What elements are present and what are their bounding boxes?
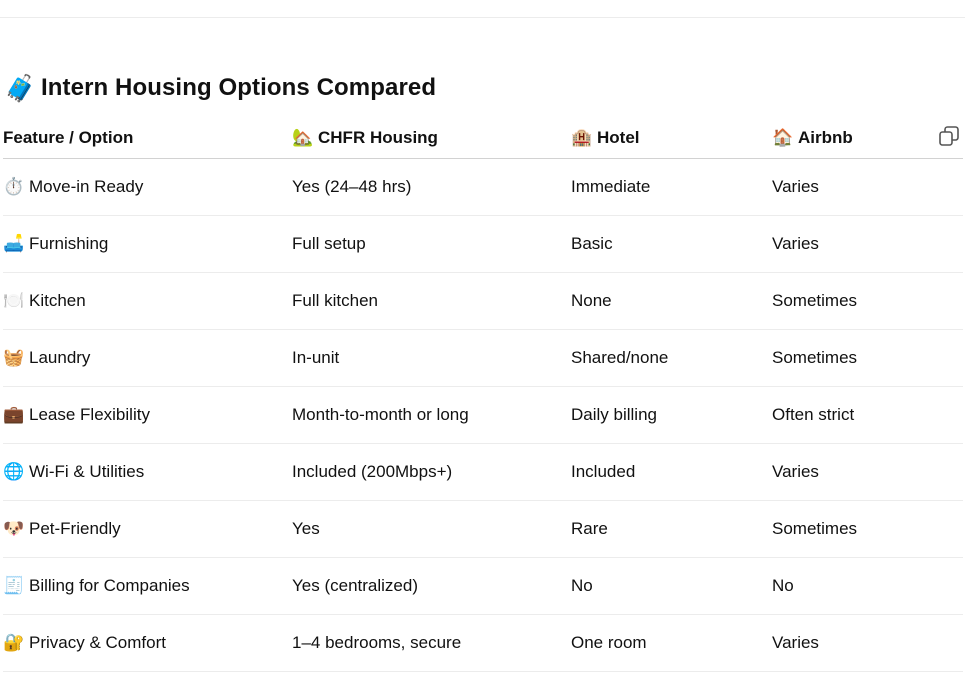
table-row: 🌐 Wi-Fi & Utilities Included (200Mbps+) … (3, 444, 963, 501)
chfr-cell: Month-to-month or long (292, 405, 469, 424)
chfr-cell: Yes (24–48 hrs) (292, 177, 412, 196)
table-row: 🧾 Billing for Companies Yes (centralized… (3, 558, 963, 615)
section-title: 🧳 Intern Housing Options Compared (4, 70, 436, 106)
feature-label: Billing for Companies (29, 576, 190, 595)
globe-icon: 🌐 (3, 462, 25, 481)
header-label: Hotel (597, 127, 640, 147)
page-title: Intern Housing Options Compared (41, 74, 437, 101)
table-row: 🍽️ Kitchen Full kitchen None Sometimes (3, 273, 963, 330)
airbnb-cell: Sometimes (772, 519, 858, 538)
feature-label: Move-in Ready (29, 177, 144, 196)
couch-icon: 🛋️ (3, 234, 25, 253)
hotel-cell: Shared/none (571, 348, 669, 367)
airbnb-cell: Often strict (772, 405, 855, 424)
airbnb-cell: Varies (772, 177, 819, 196)
feature-label: Kitchen (29, 291, 86, 310)
receipt-icon: 🧾 (3, 576, 25, 595)
feature-label: Laundry (29, 348, 91, 367)
feature-cell: 🍽️ Kitchen (3, 273, 86, 329)
chfr-cell: Included (200Mbps+) (292, 462, 453, 481)
dog-icon: 🐶 (3, 519, 25, 538)
header-airbnb: 🏠 Airbnb (772, 117, 853, 158)
hotel-cell: Basic (571, 234, 613, 253)
header-label: Airbnb (798, 127, 853, 147)
header-label: Feature / Option (3, 127, 134, 147)
table-row: 🛋️ Furnishing Full setup Basic Varies (3, 216, 963, 273)
briefcase-icon: 💼 (3, 405, 25, 424)
stopwatch-icon: ⏱️ (3, 177, 25, 196)
airbnb-cell: Varies (772, 633, 819, 652)
house-icon: 🏠 (772, 127, 794, 147)
feature-label: Pet-Friendly (29, 519, 121, 538)
hotel-cell: No (571, 576, 593, 595)
feature-cell: 🧾 Billing for Companies (3, 558, 190, 614)
chfr-cell: 1–4 bedrooms, secure (292, 633, 462, 652)
feature-cell: 🛋️ Furnishing (3, 216, 108, 272)
feature-cell: 🧺 Laundry (3, 330, 90, 386)
hotel-cell: Rare (571, 519, 608, 538)
chfr-cell: Yes (centralized) (292, 576, 418, 595)
hotel-cell: Daily billing (571, 405, 657, 424)
feature-label: Wi-Fi & Utilities (29, 462, 145, 481)
table-row: ⏱️ Move-in Ready Yes (24–48 hrs) Immedia… (3, 159, 963, 216)
table-header-row: Feature / Option 🏡 CHFR Housing 🏨 Hotel … (3, 117, 963, 159)
feature-cell: 💼 Lease Flexibility (3, 387, 150, 443)
airbnb-cell: Sometimes (772, 348, 858, 367)
hotel-cell: None (571, 291, 612, 310)
feature-label: Lease Flexibility (29, 405, 150, 424)
hotel-cell: Included (571, 462, 636, 481)
house-with-garden-icon: 🏡 (292, 127, 314, 147)
feature-label: Privacy & Comfort (29, 633, 166, 652)
feature-cell: 🌐 Wi-Fi & Utilities (3, 444, 144, 500)
feature-cell: 🐶 Pet-Friendly (3, 501, 121, 557)
table-row: 🔐 Privacy & Comfort 1–4 bedrooms, secure… (3, 615, 963, 672)
airbnb-cell: No (772, 576, 794, 595)
copy-table-button[interactable] (937, 124, 961, 148)
chfr-cell: Full kitchen (292, 291, 378, 310)
chfr-cell: In-unit (292, 348, 340, 367)
top-divider (0, 17, 965, 18)
lock-with-key-icon: 🔐 (3, 633, 25, 652)
airbnb-cell: Varies (772, 462, 819, 481)
airbnb-cell: Varies (772, 234, 819, 253)
hotel-cell: Immediate (571, 177, 651, 196)
header-feature-option: Feature / Option (3, 117, 133, 158)
copy-icon (939, 126, 959, 146)
hotel-icon: 🏨 (571, 127, 593, 147)
header-chfr-housing: 🏡 CHFR Housing (292, 117, 438, 158)
plate-cutlery-icon: 🍽️ (3, 291, 25, 310)
luggage-icon: 🧳 (4, 72, 37, 103)
chfr-cell: Full setup (292, 234, 366, 253)
header-label: CHFR Housing (318, 127, 438, 147)
feature-label: Furnishing (29, 234, 109, 253)
feature-cell: ⏱️ Move-in Ready (3, 159, 143, 215)
table-row: 🐶 Pet-Friendly Yes Rare Sometimes (3, 501, 963, 558)
header-hotel: 🏨 Hotel (571, 117, 640, 158)
table-row: 💼 Lease Flexibility Month-to-month or lo… (3, 387, 963, 444)
hotel-cell: One room (571, 633, 647, 652)
feature-cell: 🔐 Privacy & Comfort (3, 615, 166, 671)
comparison-table: Feature / Option 🏡 CHFR Housing 🏨 Hotel … (3, 117, 963, 672)
chfr-cell: Yes (292, 519, 320, 538)
basket-icon: 🧺 (3, 348, 25, 367)
table-row: 🧺 Laundry In-unit Shared/none Sometimes (3, 330, 963, 387)
airbnb-cell: Sometimes (772, 291, 858, 310)
